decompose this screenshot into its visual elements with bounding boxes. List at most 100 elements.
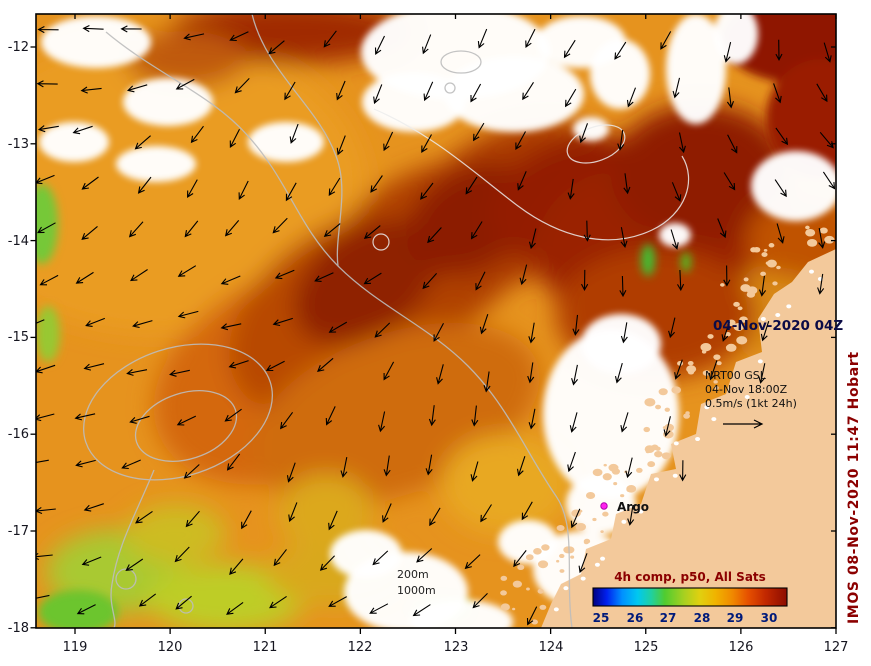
cloud-gap <box>123 78 213 126</box>
coastal-cloud-speck <box>808 269 814 274</box>
current-arrow <box>374 35 385 56</box>
colorbar-tick-label: 26 <box>627 611 644 625</box>
current-arrow <box>727 134 738 154</box>
cloud-data-gaps <box>39 14 836 628</box>
current-arrow <box>617 129 625 151</box>
current-arrow <box>137 176 152 194</box>
contour-line <box>251 14 343 267</box>
current-arrow <box>723 265 731 287</box>
coastal-cloud-speck <box>757 359 763 364</box>
current-arrow <box>423 81 434 102</box>
current-arrow <box>224 408 242 422</box>
current-arrow <box>421 134 432 154</box>
current-arrow <box>128 221 144 238</box>
island <box>537 560 549 569</box>
colorbar-tick-label: 30 <box>761 611 778 625</box>
current-arrow <box>625 457 633 479</box>
island <box>559 553 565 559</box>
island <box>819 227 828 234</box>
cloud-gap <box>116 146 196 182</box>
current-arrow <box>823 42 832 63</box>
current-arrow <box>567 451 576 473</box>
current-arrow <box>272 317 293 327</box>
island <box>768 243 775 248</box>
current-arrow <box>571 364 579 386</box>
island <box>647 461 656 468</box>
current-arrow <box>190 125 204 144</box>
cloud-gap <box>39 122 109 162</box>
current-arrow <box>72 125 93 135</box>
current-arrow <box>36 506 56 515</box>
y-axis-labels: -12 -13 -14 -15 -16 -17 -18 <box>8 40 29 636</box>
island <box>713 380 718 384</box>
sst-region <box>766 59 836 179</box>
cloud-gap <box>41 16 151 68</box>
island <box>737 306 743 311</box>
coastal-cloud-speck <box>621 519 627 524</box>
contour-ring-light <box>566 124 626 164</box>
current-arrow <box>678 132 686 154</box>
current-arrow <box>671 182 682 202</box>
current-arrow <box>36 319 45 324</box>
island <box>556 559 560 563</box>
colorbar-gradient <box>592 587 788 607</box>
island <box>539 604 547 610</box>
current-arrow <box>670 229 679 250</box>
cloud-gap <box>581 314 661 374</box>
current-arrow <box>323 30 337 48</box>
cloud-gap <box>543 329 679 499</box>
current-arrow <box>775 39 783 61</box>
island <box>733 301 740 307</box>
current-arrow <box>323 223 341 238</box>
x-tick-label: 119 <box>63 640 88 655</box>
island <box>541 544 550 551</box>
cloud-gap <box>714 14 758 64</box>
current-arrow <box>623 173 631 195</box>
y-tick-label: -14 <box>8 234 29 249</box>
island <box>559 569 565 573</box>
contour-line <box>110 469 155 628</box>
cloud-gap <box>590 39 650 109</box>
current-arrow <box>229 31 249 42</box>
current-arrow <box>525 28 536 49</box>
current-arrow <box>74 413 96 421</box>
island <box>644 445 655 454</box>
island <box>736 336 748 345</box>
coastal-cloud-speck <box>711 417 717 422</box>
x-axis-labels: 119 120 121 122 123 124 125 126 127 <box>63 640 849 655</box>
current-arrow <box>515 131 526 151</box>
current-arrow <box>314 272 334 282</box>
y-tick-label: -18 <box>8 621 29 636</box>
current-arrow <box>708 360 718 381</box>
current-arrow <box>422 273 438 290</box>
current-arrow <box>175 595 192 610</box>
coastal-cloud-speck <box>600 556 606 561</box>
coastal-cloud-speck <box>695 437 701 442</box>
current-arrow <box>433 323 444 342</box>
island <box>707 334 714 339</box>
current-arrow <box>775 127 789 146</box>
current-arrow <box>614 41 627 60</box>
island <box>512 580 522 588</box>
x-tick-label: 122 <box>348 640 373 655</box>
island <box>687 360 694 366</box>
sst-region <box>36 184 58 264</box>
x-tick-label: 121 <box>253 640 278 655</box>
current-arrow <box>36 594 50 602</box>
current-arrow <box>76 604 96 615</box>
model-valid-label: 04-Nov 18:00Z <box>705 383 788 396</box>
y-tick-label: -13 <box>8 137 29 152</box>
current-arrow <box>774 179 787 198</box>
current-arrow <box>528 408 536 430</box>
island <box>537 588 544 594</box>
current-arrow <box>274 269 295 280</box>
island <box>655 404 662 410</box>
current-arrow <box>286 462 296 483</box>
current-arrow <box>132 320 153 329</box>
current-arrow <box>620 227 628 249</box>
argo-label: Argo <box>617 500 649 514</box>
current-arrow <box>614 362 623 384</box>
coastal-cloud-speck <box>760 316 766 321</box>
x-tick-label: 127 <box>824 640 849 655</box>
contour-islet <box>440 50 482 74</box>
